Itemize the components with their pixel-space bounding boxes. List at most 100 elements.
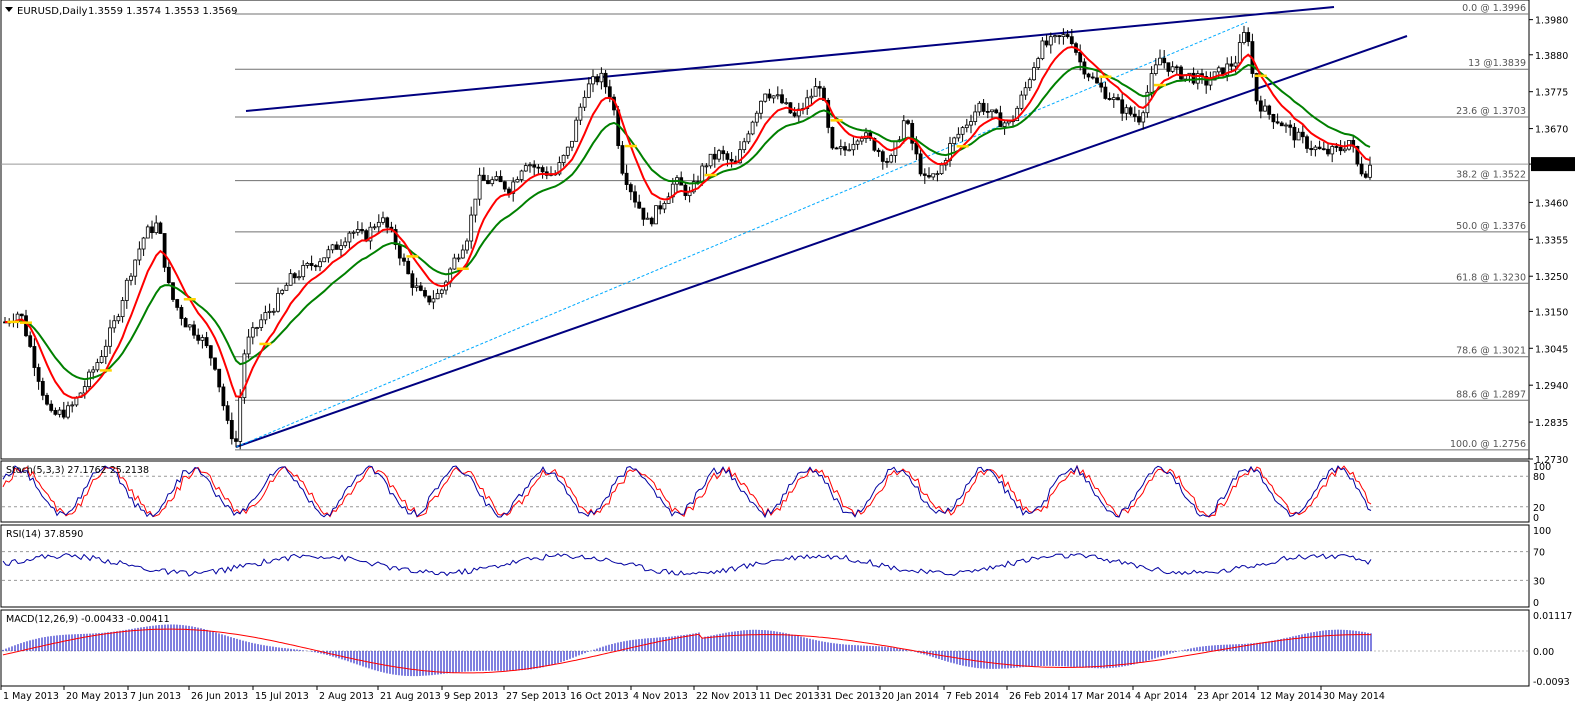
candle-body xyxy=(528,164,532,167)
candle-body xyxy=(1208,79,1213,86)
date-tick-label: 26 Jun 2013 xyxy=(191,691,248,702)
candle-body xyxy=(1141,112,1146,123)
candle-body xyxy=(1116,97,1120,101)
stoch-main-line xyxy=(2,465,1372,519)
candle-body xyxy=(1128,107,1133,115)
candle-body xyxy=(372,226,377,229)
candle-body xyxy=(649,217,654,225)
date-tick-label: 15 Jul 2013 xyxy=(255,691,309,702)
candle-body xyxy=(511,181,516,194)
candle-body xyxy=(292,273,297,279)
candle-body xyxy=(725,153,730,160)
ema-fast-line xyxy=(4,45,1371,399)
candle-body xyxy=(994,109,999,114)
candle-body xyxy=(1330,146,1335,155)
candle-body xyxy=(1275,121,1280,124)
date-tick-label: 22 Nov 2013 xyxy=(696,691,757,702)
candle-body xyxy=(410,273,415,288)
macd-panel-frame xyxy=(0,609,1530,687)
price-axis: 1.3980 1.3880 1.3775 1.3670 1.3460 1.3355 1.32… xyxy=(1529,16,1575,466)
candle-body xyxy=(708,153,713,167)
macd-tick-label: 0.01117 xyxy=(1533,611,1572,622)
candle-body xyxy=(931,173,936,178)
moving-averages xyxy=(4,45,1371,399)
candle-body xyxy=(960,127,965,135)
candle-body xyxy=(624,172,629,185)
candle-body xyxy=(66,405,70,418)
candle-body xyxy=(284,284,289,291)
candle-body xyxy=(1338,146,1343,152)
candle-body xyxy=(24,315,28,337)
fib-label: 38.2 @ 1.3522 xyxy=(1456,170,1526,181)
candle-body xyxy=(339,245,343,250)
candle-body xyxy=(414,285,419,288)
candle-body xyxy=(255,327,259,329)
candle-body xyxy=(162,233,167,268)
candle-body xyxy=(985,110,990,113)
dropdown-arrow-icon[interactable] xyxy=(5,7,13,12)
candle-body xyxy=(700,165,705,183)
candle-body xyxy=(1061,34,1066,38)
candle-body xyxy=(683,184,688,197)
candle-body xyxy=(208,345,213,359)
candle-body xyxy=(964,124,969,129)
candle-body xyxy=(717,150,721,160)
candle-body xyxy=(1086,73,1091,78)
candle-body xyxy=(599,72,604,83)
macd-panel: MACD(12,26,9) -0.00433 -0.00411 0.01117 0.… xyxy=(2,611,1572,688)
candle-body xyxy=(158,222,163,234)
candle-body xyxy=(1296,131,1301,141)
candle-body xyxy=(1048,36,1053,46)
candle-body xyxy=(1015,107,1020,122)
date-tick-label: 20 Jan 2014 xyxy=(882,691,939,702)
rsi-line xyxy=(2,553,1372,577)
candle-body xyxy=(166,266,171,284)
candle-body xyxy=(309,263,314,266)
candle-body xyxy=(477,174,482,200)
candle-body xyxy=(1258,100,1263,112)
candle-body xyxy=(658,205,663,210)
candle-body xyxy=(355,229,360,233)
candle-body xyxy=(91,369,96,373)
date-axis: 1 May 2013 20 May 2013 7 Jun 2013 26 Jun 20… xyxy=(0,686,1385,702)
date-tick-label: 4 Nov 2013 xyxy=(633,691,688,702)
candle-body xyxy=(876,149,881,153)
candle-body xyxy=(1065,34,1070,38)
candle-body xyxy=(486,180,490,185)
rsi-tick-label: 100 xyxy=(1533,526,1551,537)
candle-body xyxy=(192,324,196,336)
candle-body xyxy=(1040,40,1045,60)
candle-body xyxy=(1103,86,1108,99)
candle-body xyxy=(124,279,129,301)
candle-body xyxy=(435,293,440,300)
candle-body xyxy=(402,257,406,262)
candle-body xyxy=(427,295,432,303)
trendlines xyxy=(235,6,1408,448)
rsi-panel-frame xyxy=(0,524,1530,608)
price-tick-label: 1.3670 xyxy=(1535,125,1568,136)
candle-body xyxy=(1204,76,1209,86)
candle-body xyxy=(540,167,545,173)
price-tick-label: 1.3250 xyxy=(1535,272,1568,283)
candle-body xyxy=(746,133,751,143)
candle-body xyxy=(843,146,847,151)
candle-body xyxy=(431,298,436,303)
candle-body xyxy=(523,165,528,172)
candle-body xyxy=(1359,163,1364,175)
candle-body xyxy=(767,93,772,99)
candle-body xyxy=(603,72,608,88)
candle-body xyxy=(305,263,310,266)
candle-body xyxy=(939,164,944,175)
candle-body xyxy=(175,299,180,308)
date-tick-label: 7 Feb 2014 xyxy=(946,691,999,702)
candle-body xyxy=(1099,82,1104,88)
macd-label: MACD(12,26,9) -0.00433 -0.00411 xyxy=(6,614,170,625)
upper-channel-line xyxy=(245,6,1335,112)
candle-body xyxy=(868,132,873,139)
candle-body xyxy=(574,119,579,142)
candle-body xyxy=(326,249,331,259)
candle-body xyxy=(570,140,574,148)
